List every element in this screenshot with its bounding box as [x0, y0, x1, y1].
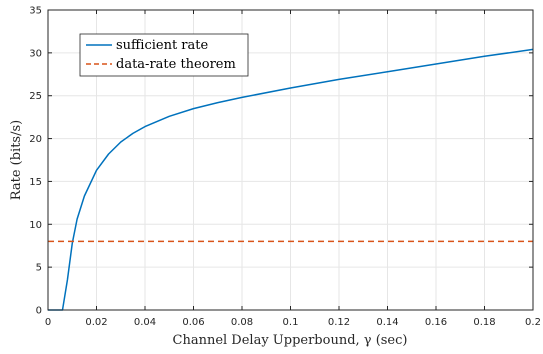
x-axis-label: Channel Delay Upperbound, γ (sec) [173, 333, 408, 348]
x-tick-label: 0 [45, 317, 51, 328]
x-tick-label: 0.08 [231, 317, 253, 328]
x-tick-label: 0.16 [425, 317, 447, 328]
y-tick-label: 30 [29, 48, 42, 59]
x-tick-label: 0.14 [376, 317, 398, 328]
axis-ticks: 0 0.02 0.04 0.06 0.08 0.1 0.12 0.14 0.16 0.18 0.2 0… [29, 6, 541, 329]
x-tick-label: 0.06 [182, 317, 204, 328]
legend-label-data-rate-theorem: data-rate theorem [116, 57, 236, 72]
x-tick-label: 0.04 [134, 317, 156, 328]
y-tick-label: 0 [36, 306, 42, 317]
y-tick-label: 35 [29, 6, 42, 17]
legend-label-sufficient-rate: sufficient rate [116, 38, 208, 53]
x-tick-label: 0.12 [328, 317, 350, 328]
y-tick-label: 10 [29, 220, 42, 231]
series-layer [48, 48, 534, 311]
series-line-sufficient-rate [48, 48, 534, 311]
legend-box [79, 33, 249, 77]
y-axis-label: Rate (bits/s) [9, 120, 24, 200]
legend: sufficient rate data-rate theorem [79, 33, 249, 77]
y-tick-label: 5 [36, 263, 42, 274]
x-tick-label: 0.02 [85, 317, 107, 328]
y-tick-label: 20 [29, 134, 42, 145]
y-tick-label: 25 [29, 91, 42, 102]
y-tick-label: 15 [29, 177, 42, 188]
x-tick-label: 0.18 [473, 317, 495, 328]
x-tick-label: 0.1 [283, 317, 299, 328]
x-tick-label: 0.2 [525, 317, 541, 328]
